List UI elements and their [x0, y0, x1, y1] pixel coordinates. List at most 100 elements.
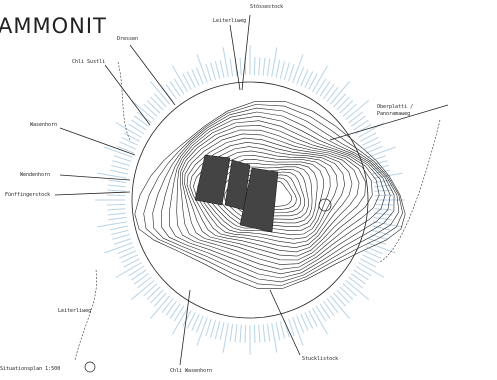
scale-tick	[362, 136, 379, 146]
scale-tick	[128, 123, 145, 135]
scale-tick	[292, 317, 304, 346]
scale-tick	[222, 323, 229, 353]
scale-tick	[365, 145, 383, 154]
labels: Stössestock Leiterliweg Dressen Chli Sus…	[0, 4, 413, 374]
scale-tick	[266, 323, 271, 342]
scale-tick	[172, 65, 188, 92]
scale-tick	[266, 58, 271, 77]
contour-line	[176, 120, 386, 270]
scale-tick	[205, 318, 212, 337]
scale-tick	[300, 69, 309, 87]
scale-tick	[373, 172, 403, 179]
scale-tick	[108, 179, 127, 184]
scale-tick	[104, 242, 133, 254]
scale-tick	[329, 80, 351, 105]
scale-tick	[146, 286, 161, 300]
scale-tick	[229, 58, 234, 77]
label: Stössestock	[250, 4, 283, 10]
scale-tick	[360, 258, 377, 268]
scale-tick	[191, 313, 200, 331]
scale-tick	[374, 203, 393, 206]
scale-tick	[195, 67, 204, 85]
scale-tick	[353, 269, 369, 281]
scale-tick	[115, 262, 142, 278]
scale-tick	[360, 132, 377, 142]
scale-tick	[323, 300, 335, 316]
scale-tick	[214, 61, 221, 79]
scale-tick	[271, 47, 278, 77]
title: AMMONIT	[0, 14, 107, 38]
scale-tick	[353, 119, 369, 131]
scale-tick	[348, 111, 363, 124]
scale-tick	[368, 155, 387, 162]
scale-tick	[363, 141, 381, 150]
contour-line	[134, 101, 406, 289]
north-arrow	[84, 361, 96, 373]
scale-tick	[196, 317, 208, 346]
scale-tick	[350, 273, 366, 285]
scale-tick	[146, 100, 161, 114]
scale-tick	[165, 84, 177, 100]
scale-tick	[308, 310, 318, 327]
label: Oberplatti / Panoramaweg	[377, 104, 413, 117]
scale-tick	[149, 295, 171, 320]
scale-tick	[300, 313, 309, 331]
scale-tick	[131, 119, 147, 131]
scale-tick	[355, 123, 372, 135]
scale-tick	[182, 73, 192, 90]
scale-tick	[304, 71, 314, 88]
label: Chli Sustli	[72, 59, 105, 65]
ring	[131, 81, 369, 319]
scale-tick	[253, 57, 256, 76]
scale-tick	[107, 203, 126, 206]
scale-tick	[262, 324, 266, 343]
buildings	[194, 154, 279, 233]
scale-tick	[312, 65, 328, 92]
scale-tick	[113, 155, 132, 162]
scale-tick	[363, 250, 381, 259]
scale-tick	[111, 229, 129, 236]
scale-tick	[191, 69, 200, 87]
scale-tick	[368, 238, 387, 245]
scale-tick	[355, 265, 372, 277]
scale-tick	[326, 298, 339, 313]
scale-tick	[362, 254, 379, 264]
scale-tick	[262, 57, 266, 76]
scale-tick	[288, 318, 295, 337]
scale-tick	[329, 295, 351, 320]
scale-tick	[370, 233, 388, 240]
label: Leiterliweg	[58, 308, 91, 314]
scale-tick	[115, 122, 142, 138]
scale-tick	[149, 80, 171, 105]
scale-tick	[97, 221, 127, 228]
scale-tick	[210, 320, 217, 338]
contour-line	[184, 133, 366, 257]
scale-tick	[239, 57, 242, 76]
scale-tick	[336, 96, 350, 111]
scale-tick	[296, 315, 305, 333]
scale-tick	[292, 54, 304, 83]
scale-tick	[117, 145, 135, 154]
scale-tick	[244, 324, 247, 343]
scale-tick	[319, 81, 331, 97]
contour-line	[223, 168, 309, 222]
label: Dressen	[117, 36, 138, 42]
scale-tick	[196, 54, 208, 83]
scale-tick	[107, 212, 126, 216]
scale-tick	[104, 146, 133, 158]
scale-tick	[279, 321, 286, 339]
scale-tick	[275, 60, 281, 78]
scale-tick	[234, 324, 238, 343]
scale-tick	[315, 78, 327, 95]
scale-tick	[182, 310, 192, 327]
scale-tick	[186, 312, 196, 329]
scale-tick	[131, 269, 147, 281]
scale-tick	[339, 286, 354, 300]
scale-tick	[110, 169, 128, 175]
scale-tick	[219, 322, 225, 340]
scale-tick	[345, 279, 370, 301]
leader-lines	[54, 14, 449, 366]
scale-tick	[367, 146, 396, 158]
scale-tick	[117, 246, 135, 255]
